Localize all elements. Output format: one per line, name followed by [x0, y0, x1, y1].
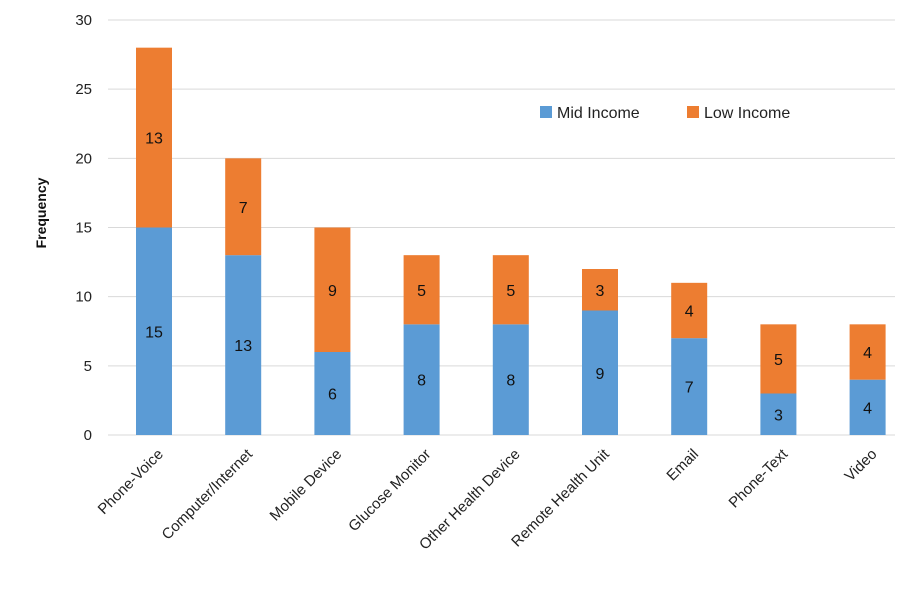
data-label: 8: [417, 373, 426, 390]
data-label: 5: [774, 352, 783, 369]
legend-swatch: [687, 106, 699, 118]
bar-low-income: [849, 324, 886, 380]
bar-mid-income: [136, 227, 172, 435]
x-category-label: Email: [663, 446, 702, 485]
legend-label: Low Income: [704, 105, 790, 122]
bar-low-income: [225, 158, 262, 256]
data-label: 4: [685, 304, 694, 321]
data-label: 5: [506, 283, 515, 300]
x-category-label: Phone-Text: [726, 445, 792, 511]
bar-mid-income: [492, 324, 529, 435]
data-label: 15: [145, 324, 163, 341]
bar-mid-income: [671, 338, 708, 435]
y-tick-label: 15: [75, 220, 92, 237]
bar-mid-income: [849, 379, 886, 435]
data-label: 13: [234, 338, 252, 355]
data-label: 5: [417, 283, 426, 300]
bar-low-income: [314, 227, 351, 352]
x-category-label: Remote Health Unit: [508, 445, 613, 550]
bar-low-income: [136, 47, 172, 228]
y-tick-label: 5: [84, 358, 92, 375]
data-label: 3: [596, 283, 605, 300]
data-label: 9: [328, 283, 337, 300]
x-category-label: Computer/Internet: [159, 445, 257, 543]
data-label: 9: [596, 366, 605, 383]
bar-mid-income: [403, 324, 440, 435]
data-labels: 15 13 13 7 6 9 8 5 8 5 9 3 7 4 3 5 4 4: [145, 131, 872, 425]
data-label: 4: [863, 345, 872, 362]
legend-label: Mid Income: [557, 105, 640, 122]
y-tick-label: 25: [75, 81, 92, 98]
y-axis-ticks: 0 5 10 15 20 25 30: [75, 12, 92, 444]
y-axis-title: Frequency: [33, 177, 49, 248]
data-label: 6: [328, 387, 337, 404]
bar-low-income: [671, 282, 708, 339]
x-category-label: Other Health Device: [416, 446, 524, 554]
bar-mid-income: [582, 310, 618, 435]
bars: [136, 47, 886, 435]
data-label: 13: [145, 131, 163, 148]
data-label: 4: [863, 400, 872, 417]
y-tick-label: 10: [75, 289, 92, 306]
y-tick-label: 30: [75, 12, 92, 29]
data-label: 7: [239, 200, 248, 217]
legend: Mid Income Low Income: [540, 105, 790, 122]
bar-low-income: [492, 255, 529, 325]
x-category-label: Video: [841, 446, 880, 485]
x-category-label: Glucose Monitor: [345, 446, 434, 535]
x-category-label: Phone-Voice: [95, 446, 167, 518]
bar-low-income: [403, 255, 440, 325]
bar-mid-income: [225, 255, 262, 435]
y-tick-label: 20: [75, 150, 92, 167]
bar-mid-income: [760, 393, 797, 435]
y-tick-label: 0: [84, 427, 92, 444]
x-category-label: Mobile Device: [267, 446, 346, 525]
bar-mid-income: [314, 352, 351, 435]
data-label: 8: [506, 373, 515, 390]
data-label: 7: [685, 380, 694, 397]
data-label: 3: [774, 407, 783, 424]
bar-low-income: [582, 269, 618, 311]
bar-low-income: [760, 324, 797, 394]
legend-swatch: [540, 106, 552, 118]
